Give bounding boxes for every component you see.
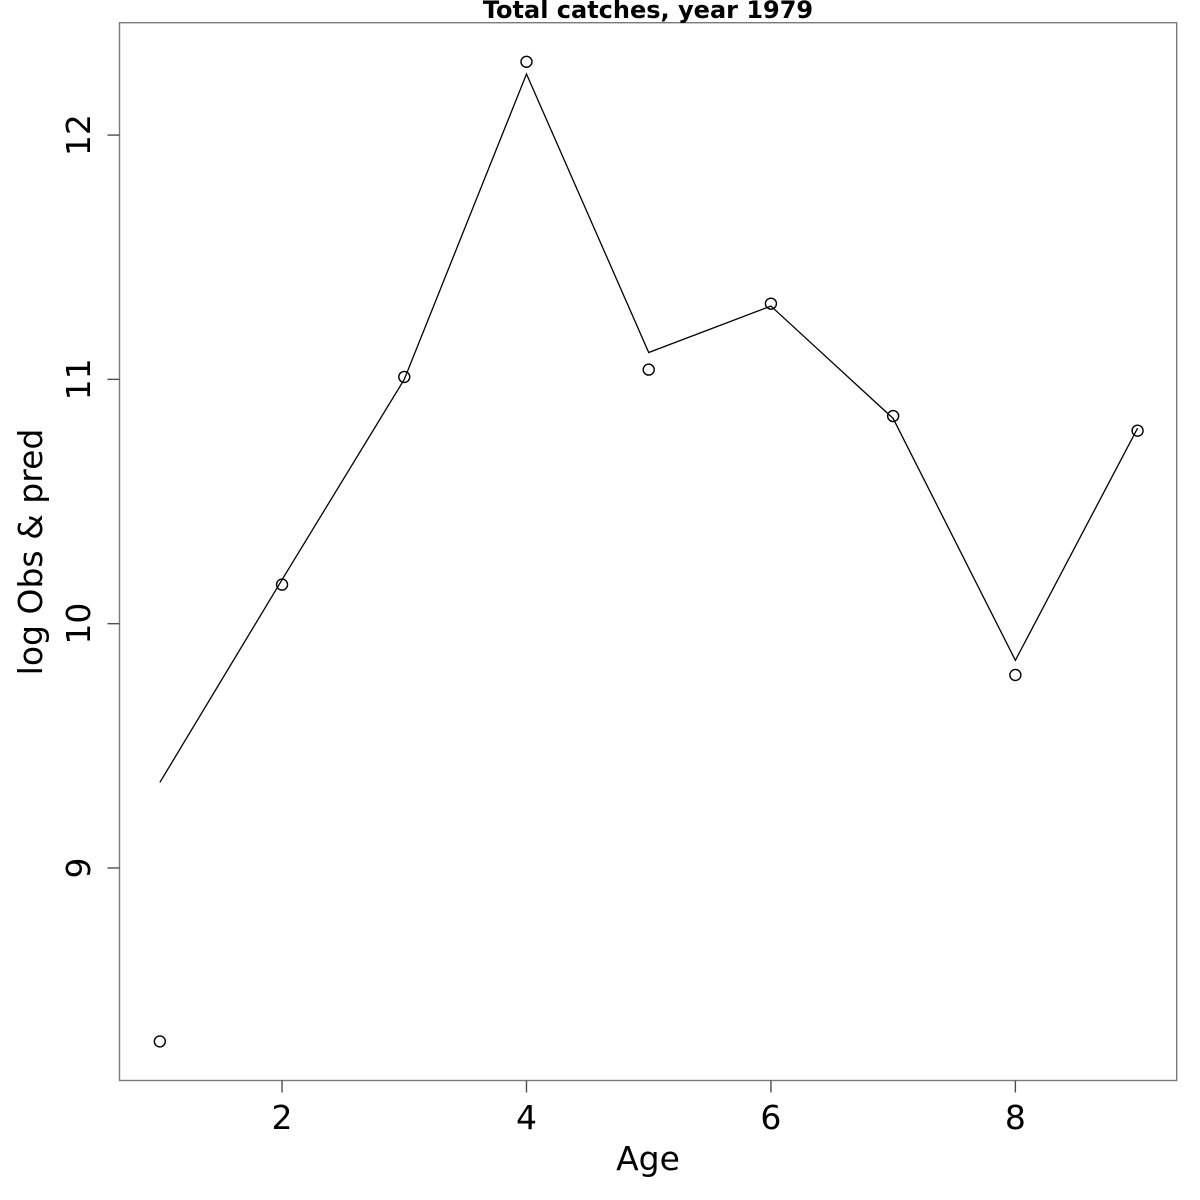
x-tick-label: 6 bbox=[760, 1098, 781, 1137]
observed-point bbox=[1009, 668, 1022, 682]
y-tick-label: 12 bbox=[59, 114, 98, 156]
x-tick-label: 8 bbox=[1005, 1098, 1026, 1137]
observed-point bbox=[1131, 424, 1144, 437]
observed-point bbox=[642, 363, 655, 376]
y-tick-label: 11 bbox=[59, 358, 98, 400]
predicted-line bbox=[159, 72, 1139, 783]
observed-point bbox=[520, 55, 533, 68]
observed-point bbox=[764, 297, 778, 310]
y-tick-label: 10 bbox=[59, 603, 98, 645]
chart-title: Total catches, year 1979 bbox=[483, 0, 813, 24]
observed-point bbox=[398, 370, 411, 384]
x-tick-label: 4 bbox=[516, 1098, 537, 1137]
x-axis-label: Age bbox=[616, 1139, 680, 1178]
observed-point bbox=[886, 409, 900, 423]
plot-box bbox=[118, 22, 1178, 1082]
observed-point bbox=[153, 1035, 167, 1048]
x-tick-label: 2 bbox=[272, 1098, 293, 1137]
y-axis-label: log Obs & pred bbox=[11, 429, 50, 676]
y-tick-label: 9 bbox=[59, 857, 98, 878]
